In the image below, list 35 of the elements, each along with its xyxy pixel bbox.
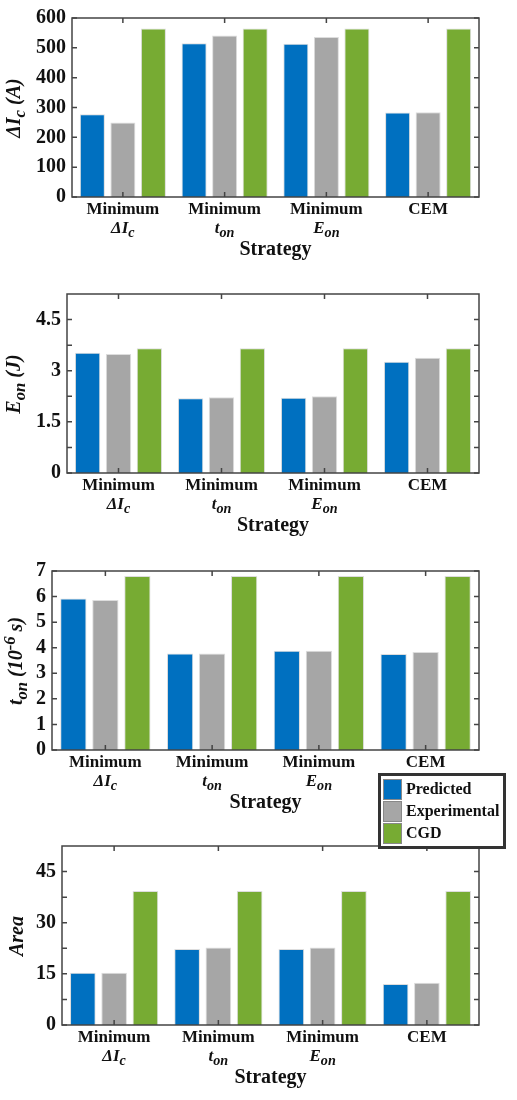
x-tick-label: CEM: [405, 752, 446, 771]
y-tick-label: 0: [51, 460, 61, 483]
x-tick-label: Minimum ΔI$_{c}$: [86, 199, 160, 243]
x-tick-label: Minimum ΔI$_{c}$: [82, 475, 155, 519]
y-tick-label: 300: [36, 94, 66, 117]
y-tick-label: 0: [56, 184, 66, 207]
y-tick-label: 5: [36, 609, 46, 632]
y-tick-label: 4.5: [36, 306, 61, 329]
y-tick-label: 200: [36, 124, 66, 147]
y-tick-label: 600: [36, 5, 66, 28]
legend-label: CGD: [406, 824, 442, 842]
y-tick-label: 100: [36, 154, 66, 177]
x-tick-label: Minimum ΔI$_{c}$: [77, 1027, 151, 1071]
y-tick-label: 45: [36, 858, 56, 881]
legend-label: Experimental: [406, 802, 500, 820]
legend-label: Predicted: [406, 780, 472, 798]
y-tick-label: 4: [36, 634, 46, 657]
x-tick-label: CEM: [408, 199, 448, 218]
y-tick-label: 0: [36, 737, 46, 760]
x-tick-label: CEM: [407, 475, 448, 494]
y-tick-label: 1.5: [36, 409, 61, 432]
y-tick-label: 400: [36, 64, 66, 87]
y-tick-label: 500: [36, 35, 66, 58]
y-tick-label: 7: [36, 558, 46, 581]
y-tick-label: 15: [36, 961, 56, 984]
y-tick-label: 6: [36, 583, 46, 606]
y-axis-title: Area: [4, 915, 28, 956]
x-tick-label: Minimum ΔI$_{c}$: [69, 752, 142, 796]
y-tick-label: 0: [46, 1012, 56, 1035]
y-tick-label: 1: [36, 711, 46, 734]
x-tick-label: CEM: [407, 1027, 447, 1046]
y-tick-label: 30: [36, 909, 56, 932]
y-tick-label: 2: [36, 686, 46, 709]
y-tick-label: 3: [36, 660, 46, 683]
y-tick-label: 3: [51, 357, 61, 380]
